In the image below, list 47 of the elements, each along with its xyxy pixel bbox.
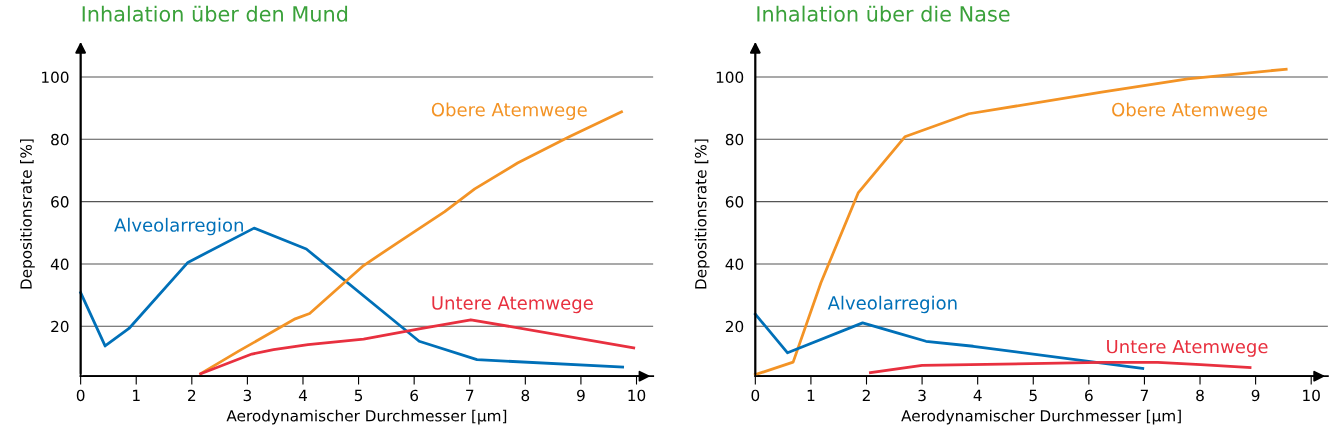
y-tick-label: 80 [725, 133, 744, 146]
y-tick-label: 40 [50, 258, 69, 270]
series-label: Obere Atemwege [431, 102, 587, 120]
x-tick-label: 7 [1140, 389, 1148, 401]
x-axis-title: Aerodynamischer Durchmesser [µm] [901, 409, 1181, 425]
x-tick-label: 10 [628, 389, 646, 402]
x-tick-label: 5 [1029, 389, 1037, 402]
x-tick-label: 9 [577, 389, 585, 402]
y-tick-label: 60 [51, 196, 69, 208]
x-axis-title: Aerodynamischer Durchmesser [µm] [226, 409, 507, 425]
x-tick-label: 4 [973, 389, 982, 401]
x-tick-label: 7 [466, 389, 474, 401]
y-axis-title: Depositionsrate [%] [694, 139, 710, 289]
x-tick-label: 1 [807, 389, 815, 401]
x-tick-label: 10 [1303, 389, 1320, 402]
x-tick-label: 6 [410, 389, 419, 402]
x-tick-label: 0 [751, 389, 760, 402]
series-label: Untere Atemwege [1107, 339, 1268, 357]
series-label: Alveolarregion [827, 295, 957, 314]
line-series [753, 67, 1288, 376]
x-tick-label: 5 [354, 389, 363, 402]
y-tick-label: 60 [725, 196, 744, 208]
x-tick-label: 8 [521, 389, 530, 402]
x-tick-label: 9 [1251, 389, 1260, 402]
series-label: Alveolarregion [114, 217, 243, 236]
line-series [199, 318, 636, 376]
x-tick-label: 2 [862, 389, 870, 401]
x-tick-label: 0 [76, 389, 85, 402]
series-label: Obere Atemwege [1112, 102, 1268, 120]
y-tick-label: 20 [725, 320, 744, 333]
y-axis-title: Depositionsrate [%] [20, 139, 35, 289]
chart-title: Inhalation über die Nase [757, 5, 1010, 22]
x-tick-label: 3 [243, 389, 252, 402]
x-tick-label: 8 [1196, 389, 1204, 402]
y-tick-label: 40 [725, 258, 744, 270]
y-tick-label: 100 [716, 71, 744, 83]
y-tick-label: 80 [51, 133, 69, 146]
line-series [869, 361, 1252, 375]
x-tick-label: 3 [918, 389, 926, 402]
chart-title: Inhalation über den Mund [82, 5, 348, 22]
x-tick-label: 4 [298, 389, 307, 401]
x-tick-label: 2 [188, 389, 196, 401]
y-tick-label: 20 [51, 320, 69, 333]
y-tick-label: 100 [42, 71, 69, 83]
x-tick-label: 1 [133, 389, 140, 401]
series-label: Untere Atemwege [432, 296, 593, 314]
x-tick-label: 6 [1085, 389, 1093, 402]
